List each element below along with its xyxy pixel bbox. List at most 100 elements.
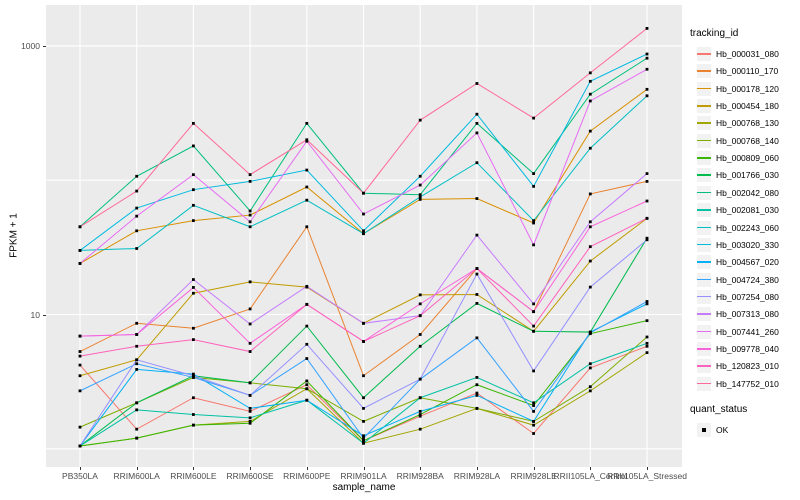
data-point bbox=[78, 225, 82, 229]
data-point bbox=[248, 220, 252, 224]
data-point bbox=[645, 179, 649, 183]
data-point bbox=[475, 233, 479, 237]
data-point bbox=[192, 188, 195, 192]
legend-label: Hb_000809_060 bbox=[716, 153, 779, 164]
data-point bbox=[305, 138, 309, 142]
legend-key bbox=[697, 64, 711, 79]
data-point bbox=[645, 302, 649, 306]
data-point bbox=[305, 121, 309, 125]
data-point bbox=[192, 413, 195, 416]
legend-label: Hb_007313_080 bbox=[716, 309, 779, 320]
legend-key bbox=[697, 359, 711, 374]
data-point bbox=[475, 112, 479, 116]
data-point bbox=[362, 436, 365, 440]
x-tick-mark bbox=[193, 467, 195, 470]
x-tick-mark bbox=[80, 467, 81, 470]
x-tick-mark bbox=[250, 467, 252, 470]
legend-line-swatch bbox=[697, 226, 711, 229]
data-point bbox=[475, 267, 479, 270]
legend-key bbox=[697, 47, 711, 61]
legend-title: tracking_id bbox=[690, 28, 739, 39]
legend-label: Hb_002243_060 bbox=[716, 222, 779, 233]
data-point bbox=[362, 374, 365, 378]
data-point bbox=[305, 387, 309, 391]
data-point bbox=[78, 363, 82, 367]
data-point bbox=[532, 310, 535, 314]
data-point bbox=[305, 379, 309, 383]
data-point bbox=[588, 129, 592, 133]
data-point bbox=[135, 214, 139, 218]
data-point bbox=[78, 374, 82, 378]
x-tick-mark bbox=[533, 467, 535, 470]
data-point bbox=[532, 404, 535, 407]
data-point bbox=[588, 79, 592, 83]
data-point bbox=[362, 340, 365, 343]
legend-item-Hb_004567_020: Hb_004567_020 bbox=[686, 254, 800, 271]
x-tick-label: RRII105LA_Stressed bbox=[607, 471, 687, 481]
data-point bbox=[305, 324, 309, 328]
x-axis-title: sample_name bbox=[332, 482, 396, 493]
data-point bbox=[588, 225, 592, 229]
data-point bbox=[532, 221, 535, 225]
legend-item-Hb_000110_170: Hb_000110_170 bbox=[686, 63, 800, 80]
data-point bbox=[475, 272, 479, 276]
legend-label: Hb_004724_380 bbox=[716, 274, 779, 285]
legend-key bbox=[697, 168, 711, 183]
data-point bbox=[532, 184, 535, 188]
data-point bbox=[418, 409, 422, 413]
data-point bbox=[645, 172, 649, 175]
x-tick-label: RRIM928LE bbox=[510, 471, 557, 481]
data-point bbox=[475, 131, 479, 135]
data-point bbox=[248, 409, 252, 413]
legend-item-Hb_002042_080: Hb_002042_080 bbox=[686, 185, 800, 202]
data-point bbox=[248, 406, 252, 410]
x-tick-mark bbox=[420, 467, 422, 470]
data-point bbox=[248, 209, 252, 213]
data-point bbox=[475, 383, 479, 387]
data-point bbox=[475, 393, 479, 397]
data-point bbox=[645, 238, 649, 242]
x-tick-mark bbox=[306, 467, 308, 470]
data-point bbox=[78, 444, 82, 448]
data-point bbox=[532, 243, 535, 247]
legend-line-swatch bbox=[697, 157, 711, 159]
data-point bbox=[135, 344, 139, 348]
data-point bbox=[645, 67, 649, 71]
legend-item-Hb_000454_180: Hb_000454_180 bbox=[686, 98, 800, 115]
x-tick-label: RRIM600LA bbox=[113, 471, 160, 481]
chart-canvas bbox=[46, 5, 682, 467]
data-point bbox=[588, 389, 592, 393]
data-point bbox=[532, 302, 535, 306]
data-point bbox=[248, 307, 252, 311]
data-point bbox=[362, 406, 365, 410]
data-point bbox=[135, 321, 139, 325]
data-point bbox=[418, 333, 422, 336]
data-point bbox=[192, 338, 195, 342]
legend-label: Hb_007254_080 bbox=[716, 291, 779, 302]
data-point bbox=[532, 419, 535, 423]
data-point bbox=[248, 225, 252, 229]
data-point bbox=[135, 189, 139, 193]
legend-item-Hb_003020_330: Hb_003020_330 bbox=[686, 237, 800, 254]
data-point bbox=[532, 409, 535, 413]
legend-label: Hb_000178_120 bbox=[716, 83, 779, 94]
data-point bbox=[192, 423, 195, 427]
legend-item-Hb_007441_260: Hb_007441_260 bbox=[686, 324, 800, 341]
ok-point-swatch bbox=[697, 423, 711, 437]
quant-status-label: OK bbox=[716, 425, 729, 435]
data-point bbox=[418, 314, 422, 318]
data-point bbox=[248, 173, 252, 177]
data-point bbox=[418, 118, 422, 122]
data-point bbox=[135, 362, 139, 366]
data-point bbox=[588, 366, 592, 370]
legend-label: Hb_002081_030 bbox=[716, 205, 779, 216]
legend-label: Hb_000110_170 bbox=[716, 66, 779, 77]
data-point bbox=[135, 333, 139, 336]
legend-key bbox=[697, 237, 711, 252]
data-point bbox=[362, 229, 365, 233]
data-point bbox=[248, 280, 252, 284]
legend-item-Hb_000031_080: Hb_000031_080 bbox=[686, 46, 800, 63]
data-point bbox=[192, 396, 195, 400]
data-point bbox=[645, 52, 649, 56]
data-point bbox=[645, 341, 649, 345]
